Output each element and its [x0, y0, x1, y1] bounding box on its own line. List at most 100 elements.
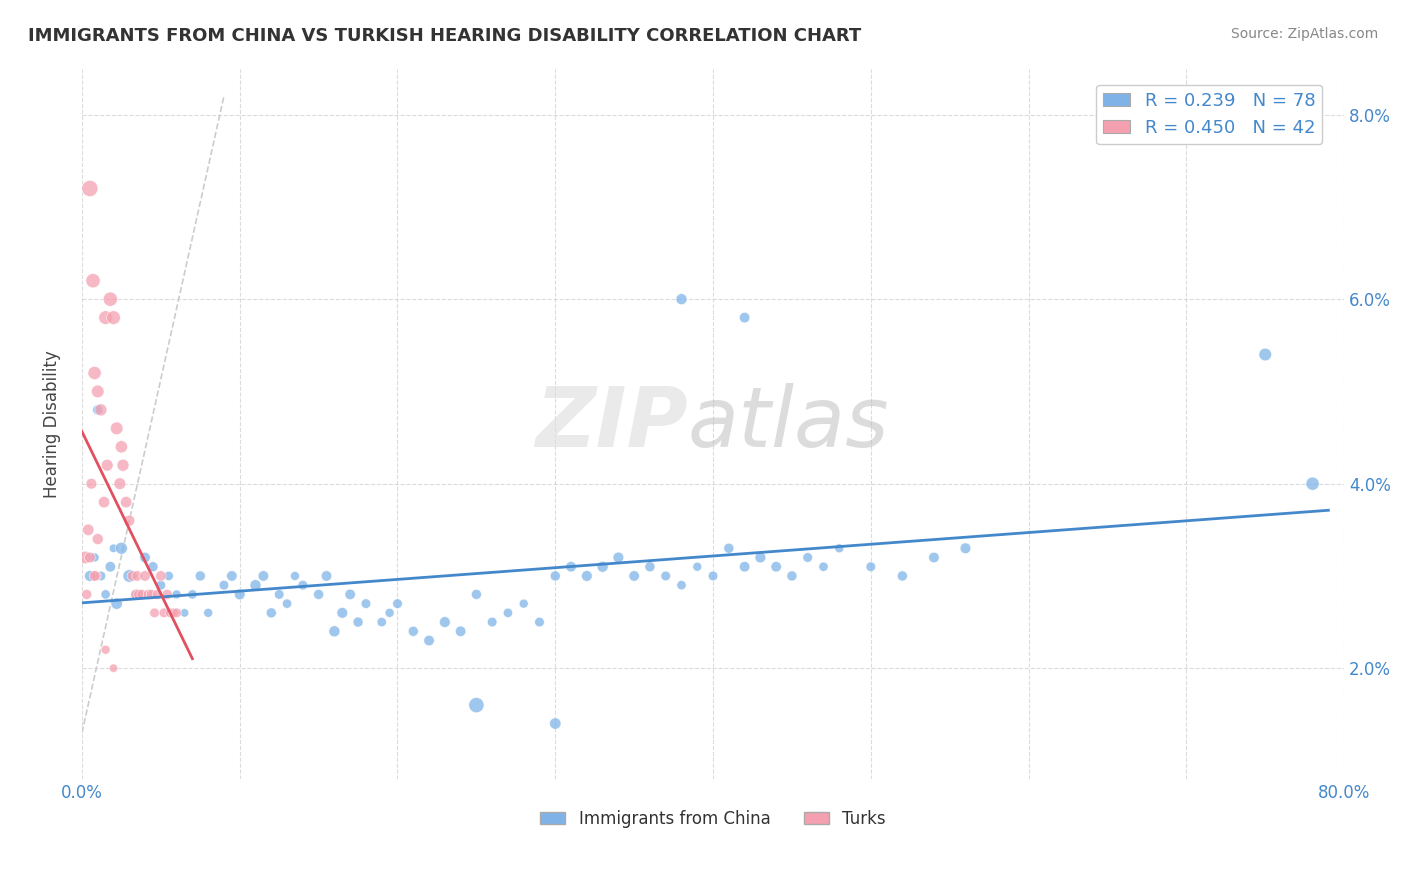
Point: [157, 569, 180, 583]
Point: [146, 587, 169, 601]
Point: [638, 559, 661, 574]
Point: [796, 550, 818, 565]
Point: [111, 458, 134, 473]
Point: [103, 661, 125, 675]
Point: [105, 421, 128, 435]
Point: [1302, 476, 1324, 491]
Point: [149, 578, 172, 592]
Point: [465, 587, 488, 601]
Point: [84, 569, 107, 583]
Point: [83, 569, 105, 583]
Point: [128, 587, 150, 601]
Point: [1254, 347, 1277, 361]
Point: [82, 274, 104, 288]
Point: [370, 615, 392, 629]
Point: [79, 550, 101, 565]
Point: [103, 310, 125, 325]
Point: [465, 698, 488, 712]
Point: [90, 403, 112, 417]
Point: [418, 633, 440, 648]
Point: [80, 476, 103, 491]
Point: [284, 569, 307, 583]
Point: [450, 624, 472, 639]
Point: [765, 559, 787, 574]
Point: [76, 587, 98, 601]
Point: [105, 597, 128, 611]
Point: [402, 624, 425, 639]
Point: [143, 606, 166, 620]
Text: ZIP: ZIP: [536, 384, 688, 464]
Point: [156, 587, 179, 601]
Point: [813, 559, 835, 574]
Point: [153, 606, 176, 620]
Point: [166, 606, 188, 620]
Text: IMMIGRANTS FROM CHINA VS TURKISH HEARING DISABILITY CORRELATION CHART: IMMIGRANTS FROM CHINA VS TURKISH HEARING…: [28, 27, 862, 45]
Point: [141, 587, 163, 601]
Point: [127, 569, 149, 583]
Point: [654, 569, 676, 583]
Point: [98, 292, 121, 306]
Point: [347, 615, 370, 629]
Point: [291, 578, 314, 592]
Point: [749, 550, 772, 565]
Point: [276, 597, 298, 611]
Point: [260, 606, 283, 620]
Point: [188, 569, 211, 583]
Point: [115, 495, 138, 509]
Point: [496, 606, 519, 620]
Point: [149, 569, 172, 583]
Point: [118, 569, 141, 583]
Point: [134, 550, 156, 565]
Point: [221, 569, 243, 583]
Y-axis label: Hearing Disability: Hearing Disability: [44, 350, 60, 498]
Point: [387, 597, 409, 611]
Point: [859, 559, 882, 574]
Text: Source: ZipAtlas.com: Source: ZipAtlas.com: [1230, 27, 1378, 41]
Point: [110, 541, 132, 556]
Point: [339, 587, 361, 601]
Point: [354, 597, 377, 611]
Point: [529, 615, 551, 629]
Point: [136, 587, 159, 601]
Point: [828, 541, 851, 556]
Point: [671, 292, 693, 306]
Point: [544, 716, 567, 731]
Point: [315, 569, 337, 583]
Point: [330, 606, 353, 620]
Point: [173, 606, 195, 620]
Point: [93, 495, 115, 509]
Point: [212, 578, 235, 592]
Point: [98, 559, 121, 574]
Point: [110, 440, 132, 454]
Point: [433, 615, 456, 629]
Point: [607, 550, 630, 565]
Point: [780, 569, 803, 583]
Point: [94, 310, 117, 325]
Point: [79, 569, 101, 583]
Point: [891, 569, 914, 583]
Point: [162, 606, 184, 620]
Point: [121, 569, 143, 583]
Point: [717, 541, 740, 556]
Point: [575, 569, 598, 583]
Point: [512, 597, 534, 611]
Point: [323, 624, 346, 639]
Text: atlas: atlas: [688, 384, 890, 464]
Point: [87, 403, 110, 417]
Point: [87, 384, 110, 399]
Point: [671, 578, 693, 592]
Point: [229, 587, 252, 601]
Point: [166, 587, 188, 601]
Point: [544, 569, 567, 583]
Point: [481, 615, 503, 629]
Point: [94, 642, 117, 657]
Point: [922, 550, 945, 565]
Point: [83, 366, 105, 380]
Point: [118, 514, 141, 528]
Point: [269, 587, 291, 601]
Point: [127, 587, 149, 601]
Point: [686, 559, 709, 574]
Point: [87, 532, 110, 546]
Point: [592, 559, 614, 574]
Point: [623, 569, 645, 583]
